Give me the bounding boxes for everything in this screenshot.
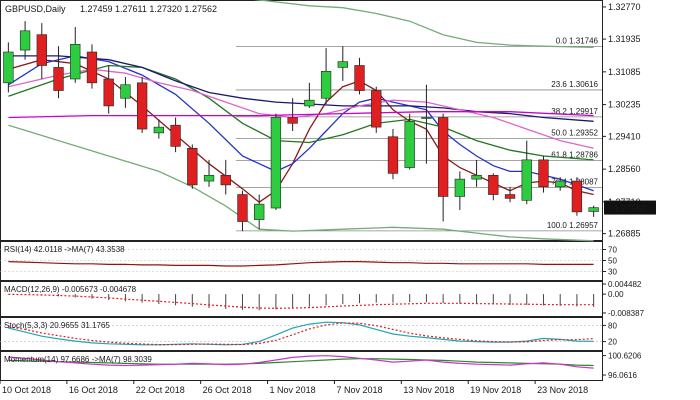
candle-body bbox=[504, 194, 516, 199]
candle-body bbox=[555, 180, 566, 188]
time-tick-label: 13 Nov 2018 bbox=[403, 385, 454, 395]
stoch-panel-frame bbox=[0, 317, 603, 351]
candle-body bbox=[571, 180, 583, 213]
stoch-tick-label: 80 bbox=[608, 321, 617, 330]
candle-body bbox=[220, 174, 231, 186]
moving-average-line bbox=[8, 55, 594, 192]
price-axis: 1.32770 1.31935 1.31085 1.30235 1.29410 1.285… bbox=[602, 2, 656, 239]
price-tick-label: 1.28560 bbox=[608, 164, 641, 174]
momentum-ma-line bbox=[8, 358, 594, 367]
chart-header-ohlc: 1.27459 1.27611 1.27320 1.27562 bbox=[80, 4, 217, 14]
stoch-label: Stoch(5,3,3) 20.9655 31.1765 bbox=[4, 321, 110, 330]
moving-average-overlays bbox=[8, 0, 594, 242]
candle-body bbox=[437, 117, 449, 197]
candle-body bbox=[387, 136, 399, 174]
fib-level-label: 100.0 1.26957 bbox=[547, 221, 599, 230]
candle-body bbox=[337, 61, 348, 68]
time-axis: 10 Oct 2018 16 Oct 2018 22 Oct 2018 26 Oct … bbox=[0, 380, 588, 395]
macd-panel-frame bbox=[0, 281, 603, 317]
candle-body bbox=[203, 174, 215, 182]
chart-header-symbol: GBPUSD,Daily bbox=[5, 4, 66, 14]
candle-body bbox=[153, 126, 165, 134]
time-tick-label: 1 Nov 2018 bbox=[270, 385, 316, 395]
last-price-label: 1.27562 bbox=[614, 204, 647, 214]
candle-body bbox=[404, 121, 415, 168]
moving-average-line bbox=[8, 124, 594, 242]
rsi-label: RSI(14) 42.0118 ->MA(7) 43.3538 bbox=[4, 245, 125, 254]
candle-body bbox=[354, 65, 365, 91]
time-tick-label: 22 Oct 2018 bbox=[136, 385, 185, 395]
price-tick-label: 1.32770 bbox=[608, 2, 641, 12]
candle-body bbox=[70, 44, 81, 80]
candle-body bbox=[237, 194, 248, 222]
price-tick-label: 1.26885 bbox=[608, 229, 641, 239]
time-tick-label: 19 Nov 2018 bbox=[470, 385, 521, 395]
fibonacci-levels: 0.0 1.31746 23.6 1.30616 38.2 1.29917 50.0 … bbox=[235, 36, 602, 232]
candle-body bbox=[19, 30, 31, 51]
candle-body bbox=[538, 159, 549, 188]
candle-body bbox=[588, 207, 599, 212]
momentum-panel-frame bbox=[0, 351, 603, 381]
candle-body bbox=[287, 117, 298, 124]
fib-level-label: 50.0 1.29352 bbox=[551, 129, 598, 138]
price-tick-label: 1.29410 bbox=[608, 131, 641, 141]
momentum-line bbox=[8, 355, 594, 369]
momentum-label: Momentum(14) 97.6686 ->MA(7) 98.3039 bbox=[4, 355, 152, 364]
panel-frames bbox=[0, 0, 603, 381]
candle-body bbox=[136, 82, 148, 130]
candle-body bbox=[254, 203, 265, 220]
rsi-line bbox=[8, 261, 594, 267]
candle-body bbox=[521, 159, 532, 201]
candle-body bbox=[471, 174, 482, 180]
time-tick-label: 23 Nov 2018 bbox=[537, 385, 588, 395]
price-tick-label: 1.30235 bbox=[608, 100, 641, 110]
last-price-box bbox=[604, 200, 656, 215]
candle-body bbox=[421, 117, 432, 119]
time-tick-label: 7 Nov 2018 bbox=[336, 385, 382, 395]
candle-body bbox=[53, 67, 64, 91]
moving-average-line bbox=[8, 68, 594, 149]
candle-body bbox=[187, 148, 198, 186]
indicator-panels: 70 50 30 RSI(14) 42.0118 ->MA(7) 43.3538 0.0… bbox=[0, 245, 645, 380]
time-tick-label: 26 Oct 2018 bbox=[203, 385, 252, 395]
moving-average-line bbox=[8, 111, 594, 119]
stoch-d-line bbox=[8, 322, 594, 346]
macd-tick-label: 0.00 bbox=[608, 290, 624, 299]
macd-tick-label: 0.004482 bbox=[608, 280, 642, 289]
price-tick-label: 1.31935 bbox=[608, 34, 641, 44]
moving-average-line bbox=[253, 0, 594, 49]
fib-level-label: 0.0 1.31746 bbox=[556, 36, 599, 45]
candle-body bbox=[86, 51, 98, 84]
time-tick-label: 16 Oct 2018 bbox=[69, 385, 118, 395]
momentum-tick-label: 100.6206 bbox=[608, 352, 642, 361]
candle-body bbox=[120, 84, 131, 99]
price-tick-label: 1.31085 bbox=[608, 67, 641, 77]
candle-body bbox=[488, 174, 499, 195]
candle-body bbox=[270, 117, 282, 209]
time-tick-label: 10 Oct 2018 bbox=[2, 385, 51, 395]
rsi-tick-label: 50 bbox=[608, 257, 617, 266]
candle-body bbox=[454, 178, 466, 197]
main-panel-frame bbox=[0, 0, 603, 241]
macd-label: MACD(12,26,9) -0.005673 -0.004678 bbox=[4, 285, 137, 294]
candle-body bbox=[320, 70, 332, 99]
candle-body bbox=[103, 78, 114, 107]
stoch-tick-label: 20 bbox=[608, 338, 617, 347]
candle-body bbox=[36, 34, 47, 66]
rsi-tick-label: 30 bbox=[608, 268, 617, 277]
fib-level-label: 38.2 1.29917 bbox=[551, 107, 598, 116]
candle-body bbox=[3, 51, 14, 84]
momentum-tick-label: 96.0616 bbox=[608, 371, 637, 380]
macd-signal-line bbox=[8, 293, 594, 309]
candlestick-series bbox=[3, 21, 599, 232]
macd-tick-label: -0.008387 bbox=[608, 309, 645, 318]
fib-level-label: 61.8 1.28786 bbox=[551, 150, 598, 159]
candle-body bbox=[304, 99, 315, 107]
candle-body bbox=[371, 90, 382, 128]
candle-body bbox=[170, 124, 181, 147]
rsi-tick-label: 70 bbox=[608, 246, 617, 255]
fib-level-label: 23.6 1.30616 bbox=[551, 80, 598, 89]
moving-average-line bbox=[8, 64, 594, 161]
